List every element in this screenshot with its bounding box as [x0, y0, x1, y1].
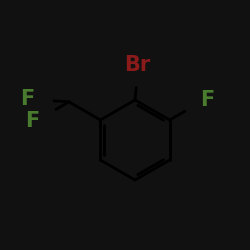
Text: F: F: [20, 90, 35, 110]
Text: Br: Br: [124, 55, 150, 75]
Text: F: F: [26, 110, 40, 130]
Text: F: F: [200, 90, 214, 110]
